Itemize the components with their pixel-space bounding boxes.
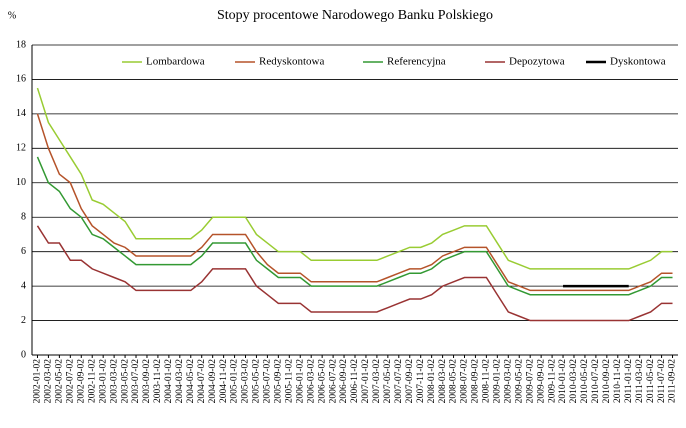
x-tick-label: 2004-03-02 xyxy=(175,359,185,404)
y-tick-label: 18 xyxy=(16,39,26,50)
x-tick-label: 2007-07-02 xyxy=(394,359,404,404)
x-tick-label: 2004-01-02 xyxy=(164,359,174,404)
y-tick-label: 0 xyxy=(21,349,26,360)
x-tick-label: 2003-03-02 xyxy=(109,359,119,404)
x-tick-label: 2008-07-02 xyxy=(460,359,470,404)
x-tick-label: 2003-05-02 xyxy=(120,359,130,404)
series-line xyxy=(36,156,673,296)
x-tick-label: 2008-09-02 xyxy=(471,359,481,404)
x-tick-label: 2010-01-02 xyxy=(558,359,568,404)
x-tick-label: 2002-11-02 xyxy=(87,359,97,403)
x-tick-label: 2007-11-02 xyxy=(416,359,426,403)
x-tick-label: 2007-09-02 xyxy=(405,359,415,404)
series-line xyxy=(36,113,673,292)
x-tick-label: 2009-05-02 xyxy=(514,359,524,404)
x-tick-label: 2011-07-02 xyxy=(657,359,667,403)
y-tick-label: 2 xyxy=(21,315,26,326)
x-tick-label: 2002-01-02 xyxy=(33,359,43,404)
x-tick-label: 2007-05-02 xyxy=(383,359,393,404)
x-tick-label: 2011-01-02 xyxy=(624,359,634,403)
y-tick-label: 4 xyxy=(21,280,26,291)
x-tick-label: 2008-11-02 xyxy=(482,359,492,403)
x-tick-label: 2010-09-02 xyxy=(602,359,612,404)
x-tick-label: 2009-07-02 xyxy=(525,359,535,404)
x-tick-label: 2002-05-02 xyxy=(55,359,65,404)
x-tick-label: 2006-11-02 xyxy=(350,359,360,403)
y-tick-label: 14 xyxy=(16,108,26,119)
x-tick-label: 2005-07-02 xyxy=(263,359,273,404)
x-tick-label: 2010-05-02 xyxy=(580,359,590,404)
x-tick-label: 2004-11-02 xyxy=(219,359,229,403)
x-tick-label: 2009-03-02 xyxy=(503,359,513,404)
x-tick-label: 2006-07-02 xyxy=(328,359,338,404)
y-tick-label: 8 xyxy=(21,212,26,223)
x-tick-label: 2011-09-02 xyxy=(668,359,678,403)
legend-label: Dyskontowa xyxy=(610,56,666,68)
y-tick-label: 10 xyxy=(16,177,26,188)
x-tick-label: 2003-07-02 xyxy=(131,359,141,404)
series-line xyxy=(36,87,673,270)
x-tick-label: 2008-05-02 xyxy=(449,359,459,404)
x-tick-label: 2009-09-02 xyxy=(536,359,546,404)
x-tick-label: 2010-11-02 xyxy=(613,359,623,403)
x-tick-label: 2005-03-02 xyxy=(241,359,251,404)
y-tick-label: 6 xyxy=(21,246,26,257)
legend-label: Lombardowa xyxy=(146,56,205,68)
x-tick-label: 2004-07-02 xyxy=(197,359,207,404)
x-tick-label: 2005-01-02 xyxy=(230,359,240,404)
x-tick-label: 2005-09-02 xyxy=(274,359,284,404)
x-tick-label: 2006-05-02 xyxy=(317,359,327,404)
x-tick-label: 2010-07-02 xyxy=(591,359,601,404)
x-tick-label: 2003-11-02 xyxy=(153,359,163,403)
x-tick-label: 2002-03-02 xyxy=(44,359,54,404)
x-tick-label: 2011-03-02 xyxy=(635,359,645,403)
x-tick-label: 2006-03-02 xyxy=(306,359,316,404)
x-tick-label: 2009-01-02 xyxy=(493,359,503,404)
x-tick-label: 2002-09-02 xyxy=(76,359,86,404)
x-tick-label: 2004-09-02 xyxy=(208,359,218,404)
x-tick-label: 2008-01-02 xyxy=(427,359,437,404)
y-axis-label: % xyxy=(8,10,16,21)
x-tick-label: 2006-01-02 xyxy=(295,359,305,404)
x-tick-label: 2005-05-02 xyxy=(252,359,262,404)
x-tick-label: 2003-01-02 xyxy=(98,359,108,404)
x-tick-label: 2004-05-02 xyxy=(186,359,196,404)
x-tick-label: 2007-01-02 xyxy=(361,359,371,404)
x-tick-label: 2005-11-02 xyxy=(284,359,294,403)
x-tick-label: 2007-03-02 xyxy=(372,359,382,404)
x-tick-label: 2009-11-02 xyxy=(547,359,557,403)
x-tick-label: 2002-07-02 xyxy=(66,359,76,404)
y-tick-label: 12 xyxy=(16,143,26,154)
x-tick-label: 2008-03-02 xyxy=(438,359,448,404)
x-tick-label: 2010-03-02 xyxy=(569,359,579,404)
x-tick-label: 2011-05-02 xyxy=(646,359,656,403)
legend-label: Depozytowa xyxy=(509,56,565,68)
chart-title: Stopy procentowe Narodowego Banku Polski… xyxy=(217,8,493,23)
x-tick-label: 2006-09-02 xyxy=(339,359,349,404)
series-line xyxy=(36,225,673,322)
legend-label: Redyskontowa xyxy=(259,56,325,68)
x-tick-label: 2003-09-02 xyxy=(142,359,152,404)
y-tick-label: 16 xyxy=(16,74,26,85)
legend-label: Referencyjna xyxy=(387,56,446,68)
